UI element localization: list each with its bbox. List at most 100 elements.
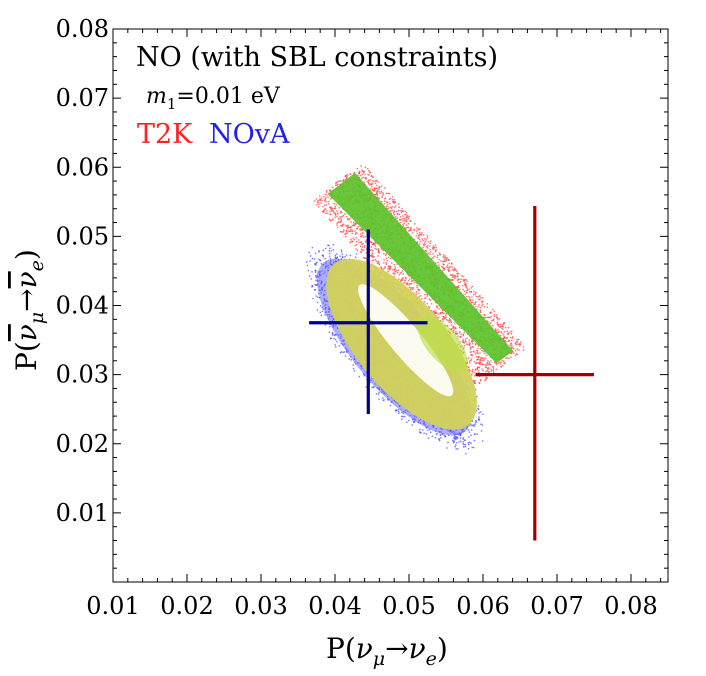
t2k-point <box>321 199 323 202</box>
t2k-point <box>460 333 462 336</box>
t2k-point <box>463 280 465 283</box>
nova-point <box>321 306 323 309</box>
t2k-point <box>355 248 357 250</box>
t2k-point <box>375 241 377 244</box>
t2k-point <box>375 184 378 187</box>
t2k-point <box>487 367 490 369</box>
t2k-point <box>326 190 328 192</box>
nova-point <box>389 404 392 407</box>
nova-point <box>452 440 455 443</box>
t2k-point <box>429 299 432 301</box>
t2k-point <box>340 212 342 214</box>
t2k-point <box>475 295 477 298</box>
nova-point <box>455 442 458 444</box>
t2k-point <box>383 253 385 255</box>
t2k-point <box>393 210 396 212</box>
t2k-point <box>500 331 502 333</box>
t2k-point <box>407 218 410 220</box>
t2k-point <box>343 230 345 233</box>
t2k-point <box>411 283 413 285</box>
nova-point <box>316 284 318 286</box>
t2k-point <box>512 348 515 350</box>
t2k-point <box>372 259 374 261</box>
t2k-point <box>348 219 350 221</box>
t2k-point <box>408 283 410 285</box>
t2k-point <box>369 249 372 251</box>
t2k-point <box>506 337 508 340</box>
t2k-point <box>481 360 484 362</box>
t2k-point <box>468 339 471 341</box>
t2k-point <box>503 360 505 362</box>
t2k-point <box>426 295 428 297</box>
t2k-point <box>399 210 402 212</box>
t2k-point <box>397 210 400 212</box>
t2k-point <box>471 372 473 374</box>
t2k-point <box>519 345 521 347</box>
t2k-point <box>386 201 388 203</box>
t2k-point <box>472 299 474 301</box>
nova-point <box>341 253 344 256</box>
t2k-point <box>363 170 365 172</box>
t2k-point <box>369 240 371 242</box>
t2k-point <box>392 201 394 203</box>
t2k-point <box>483 357 485 360</box>
t2k-point <box>465 341 467 343</box>
t2k-point <box>406 282 408 284</box>
nova-point <box>473 382 476 384</box>
t2k-point <box>371 259 373 262</box>
t2k-point <box>329 210 331 213</box>
t2k-point <box>506 330 509 332</box>
t2k-point <box>503 331 505 333</box>
nova-point <box>372 386 374 388</box>
t2k-point <box>458 278 460 280</box>
t2k-point <box>364 166 366 169</box>
t2k-point <box>388 198 391 201</box>
t2k-point <box>509 331 511 333</box>
t2k-point <box>511 346 513 348</box>
t2k-point <box>359 228 361 230</box>
t2k-point <box>378 187 380 189</box>
t2k-point <box>377 181 379 183</box>
t2k-point <box>479 352 481 354</box>
t2k-point <box>466 289 468 291</box>
t2k-point <box>469 370 471 372</box>
t2k-point <box>376 194 378 196</box>
t2k-point <box>433 310 435 313</box>
t2k-point <box>424 243 426 246</box>
t2k-point <box>394 271 396 273</box>
t2k-point <box>405 213 407 216</box>
t2k-point <box>496 363 498 366</box>
t2k-point <box>383 262 385 264</box>
t2k-point <box>364 177 366 179</box>
t2k-point <box>373 243 375 245</box>
t2k-point <box>328 200 330 203</box>
t2k-point <box>399 272 402 274</box>
t2k-point <box>328 203 330 205</box>
t2k-point <box>483 359 485 361</box>
t2k-point <box>439 312 441 315</box>
nova-point <box>453 440 455 442</box>
t2k-point <box>412 280 414 282</box>
t2k-point <box>459 288 461 290</box>
t2k-point <box>438 266 440 268</box>
t2k-point <box>377 249 380 251</box>
t2k-point <box>466 362 468 365</box>
t2k-point <box>468 341 471 344</box>
nova-point <box>471 429 473 431</box>
t2k-point <box>489 322 492 324</box>
t2k-point <box>403 282 405 284</box>
t2k-point <box>401 279 403 281</box>
t2k-point <box>443 316 445 318</box>
t2k-point <box>494 329 497 331</box>
t2k-point <box>435 302 437 304</box>
nova-point <box>467 429 470 431</box>
t2k-point <box>471 339 473 342</box>
t2k-point <box>464 293 466 296</box>
t2k-point <box>438 316 440 318</box>
t2k-point <box>464 338 467 340</box>
t2k-point <box>335 214 337 216</box>
t2k-point <box>484 364 487 366</box>
t2k-point <box>462 334 464 337</box>
nova-point <box>315 279 317 281</box>
t2k-point <box>469 351 471 353</box>
